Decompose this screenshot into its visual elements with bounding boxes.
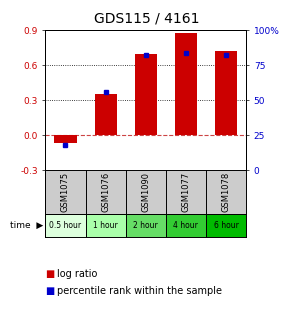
Text: ■: ■ xyxy=(45,286,55,296)
Text: GSM1090: GSM1090 xyxy=(141,172,150,212)
Text: ■: ■ xyxy=(45,269,55,279)
Text: 6 hour: 6 hour xyxy=(214,221,239,230)
Bar xyxy=(45,214,86,237)
Bar xyxy=(166,214,206,237)
Text: 4 hour: 4 hour xyxy=(173,221,198,230)
Text: 2 hour: 2 hour xyxy=(133,221,158,230)
Text: GSM1076: GSM1076 xyxy=(101,172,110,212)
Bar xyxy=(95,94,117,135)
Text: GDS115 / 4161: GDS115 / 4161 xyxy=(94,12,199,26)
Bar xyxy=(86,214,126,237)
Bar xyxy=(54,135,76,143)
Text: time  ▶: time ▶ xyxy=(10,221,43,230)
Text: percentile rank within the sample: percentile rank within the sample xyxy=(57,286,222,296)
Bar xyxy=(206,214,246,237)
Bar xyxy=(175,33,197,135)
Text: GSM1077: GSM1077 xyxy=(181,172,190,212)
Bar xyxy=(215,51,237,135)
Text: 0.5 hour: 0.5 hour xyxy=(50,221,81,230)
Text: GSM1075: GSM1075 xyxy=(61,172,70,212)
Text: log ratio: log ratio xyxy=(57,269,98,279)
Text: GSM1078: GSM1078 xyxy=(222,172,231,212)
Bar xyxy=(135,53,157,135)
Bar xyxy=(126,214,166,237)
Text: 1 hour: 1 hour xyxy=(93,221,118,230)
